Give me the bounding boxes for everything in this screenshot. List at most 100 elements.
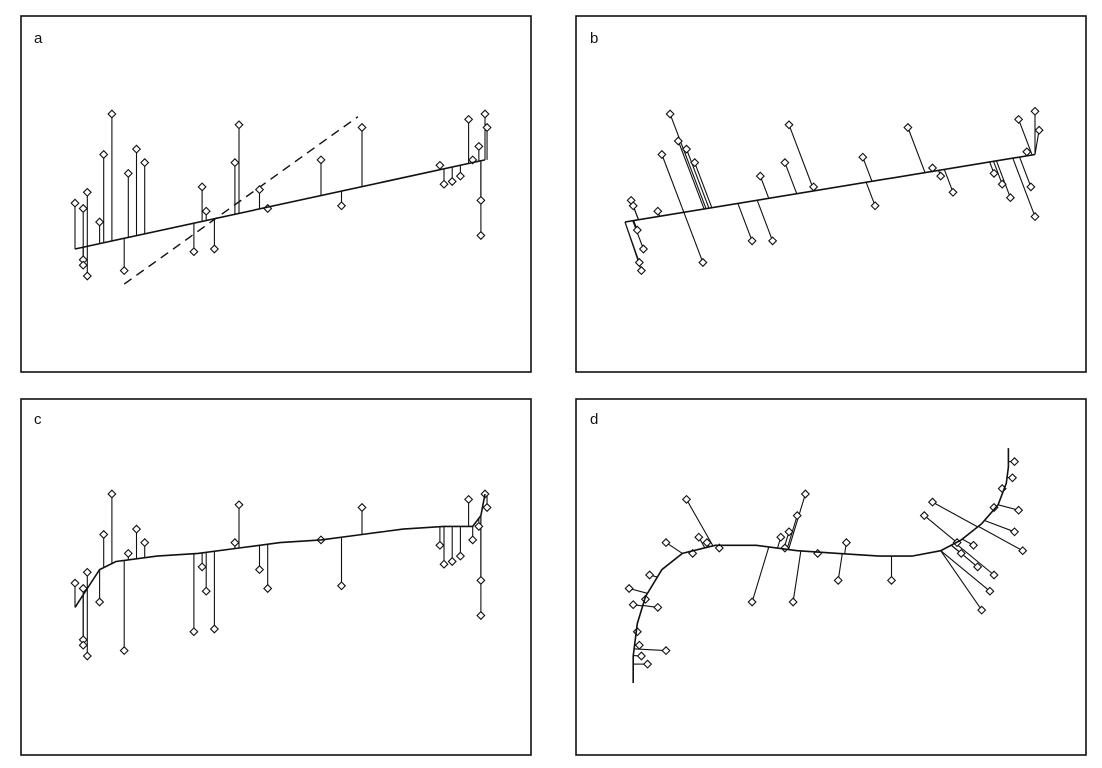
panel-b-point xyxy=(665,109,675,119)
panel-d-point xyxy=(886,575,897,585)
panel-d-point xyxy=(776,532,786,542)
panel-d-residual xyxy=(923,515,958,543)
panel-c-point xyxy=(119,646,129,656)
panel-b-residual xyxy=(661,154,685,213)
panel-d-point xyxy=(624,583,634,594)
panel-b-residual xyxy=(943,169,954,193)
panel-b-residual xyxy=(788,124,815,192)
panel-d-point xyxy=(800,489,810,499)
panel-d-point xyxy=(956,548,966,558)
panel-b-residual xyxy=(677,140,705,210)
panel-c: c xyxy=(20,398,532,756)
panel-d-point xyxy=(788,597,798,607)
panel-c-fit-curve xyxy=(74,493,486,608)
panel-b-point xyxy=(653,206,663,216)
panel-b-residual xyxy=(1019,156,1032,188)
panel-b-point xyxy=(634,257,644,268)
panel-c-point xyxy=(230,538,240,548)
panel-b-point xyxy=(780,158,790,168)
panel-b-residual xyxy=(784,162,798,194)
panel-b-point xyxy=(681,144,692,154)
panel-a-point xyxy=(99,149,109,160)
panel-c-point xyxy=(78,583,88,594)
panel-b-point xyxy=(903,122,913,133)
panel-d-residual xyxy=(984,519,1015,533)
panel-a-point xyxy=(131,144,142,154)
panel-d-point xyxy=(927,497,938,507)
panel-c-point xyxy=(468,535,478,545)
panel-d-point xyxy=(661,538,671,548)
panel-b-residual xyxy=(1034,130,1040,155)
panel-b-residual xyxy=(862,157,873,182)
panel-b-residuals xyxy=(624,111,1040,271)
panel-c-point xyxy=(464,494,474,504)
panel-a-point xyxy=(70,198,80,208)
panel-b-point xyxy=(673,136,683,146)
panel-d-point xyxy=(977,605,987,615)
panel-b-point xyxy=(858,152,868,162)
panel-a-point xyxy=(447,176,457,187)
panel-b-residual xyxy=(683,212,704,263)
panel-b-residual xyxy=(685,148,710,209)
panel-a-point xyxy=(230,158,240,168)
panel-b-point xyxy=(1005,193,1015,203)
panel-d-points xyxy=(624,457,1028,669)
panel-d-point xyxy=(833,575,843,585)
panel-d-point xyxy=(919,511,929,521)
panel-d-residual xyxy=(788,493,806,550)
panel-d-point xyxy=(1018,546,1028,556)
panel-a-point xyxy=(119,266,129,276)
panel-b-point xyxy=(1034,125,1044,135)
panel-a-point xyxy=(82,271,92,281)
panel-a-points xyxy=(70,109,492,281)
panel-b-point xyxy=(657,149,667,160)
panel-a-point xyxy=(209,244,219,254)
panel-c-point xyxy=(189,627,199,637)
panel-d-point xyxy=(973,562,983,572)
panel-b-residual xyxy=(632,220,644,250)
panel-c-point xyxy=(435,540,445,550)
panel-a-point xyxy=(482,122,492,133)
panel-b-point xyxy=(1026,182,1036,192)
panel-b-points xyxy=(626,106,1044,276)
panel-d-point xyxy=(628,600,638,610)
panel-a-frame xyxy=(20,15,532,373)
panel-b-point xyxy=(628,201,638,211)
panel-a-point xyxy=(476,230,486,241)
panel-c-point xyxy=(476,610,486,621)
panel-b-point xyxy=(948,187,958,197)
panel-a-point xyxy=(455,171,465,181)
panel-b-label: b xyxy=(590,30,598,47)
panel-a-point xyxy=(78,260,88,270)
panel-b-point xyxy=(638,244,649,254)
panel-b-residual xyxy=(694,162,713,208)
panel-a-point xyxy=(82,187,92,197)
panel-c-points xyxy=(70,489,492,661)
panel-c-point xyxy=(254,565,265,575)
panel-b-point xyxy=(870,201,880,211)
panel-a-dashed-line xyxy=(123,116,359,285)
panel-c-point xyxy=(70,578,80,588)
panel-b-residual xyxy=(995,160,1011,198)
panel-d-residual xyxy=(932,501,978,528)
panel-a: a xyxy=(20,15,532,373)
panel-d-point xyxy=(989,570,999,580)
panel-d-residual xyxy=(751,546,770,603)
panel-d-point xyxy=(968,540,979,550)
panel-c-point xyxy=(107,489,117,499)
panel-a-point xyxy=(78,203,88,214)
panel-d-point xyxy=(841,538,851,548)
panel-b-point xyxy=(1030,212,1040,222)
panel-d-residual xyxy=(686,499,714,547)
panel-c-point xyxy=(263,583,273,594)
panel-c-point xyxy=(482,502,492,513)
panel-d-point xyxy=(661,646,671,656)
panel-c-point xyxy=(447,556,457,567)
panel-c-point xyxy=(439,559,449,569)
panel-a-point xyxy=(254,185,265,195)
panel-a-fit-curve xyxy=(74,159,486,250)
panel-a-point xyxy=(107,109,117,119)
panel-a-point xyxy=(234,120,244,130)
panel-b-residual xyxy=(865,182,876,206)
